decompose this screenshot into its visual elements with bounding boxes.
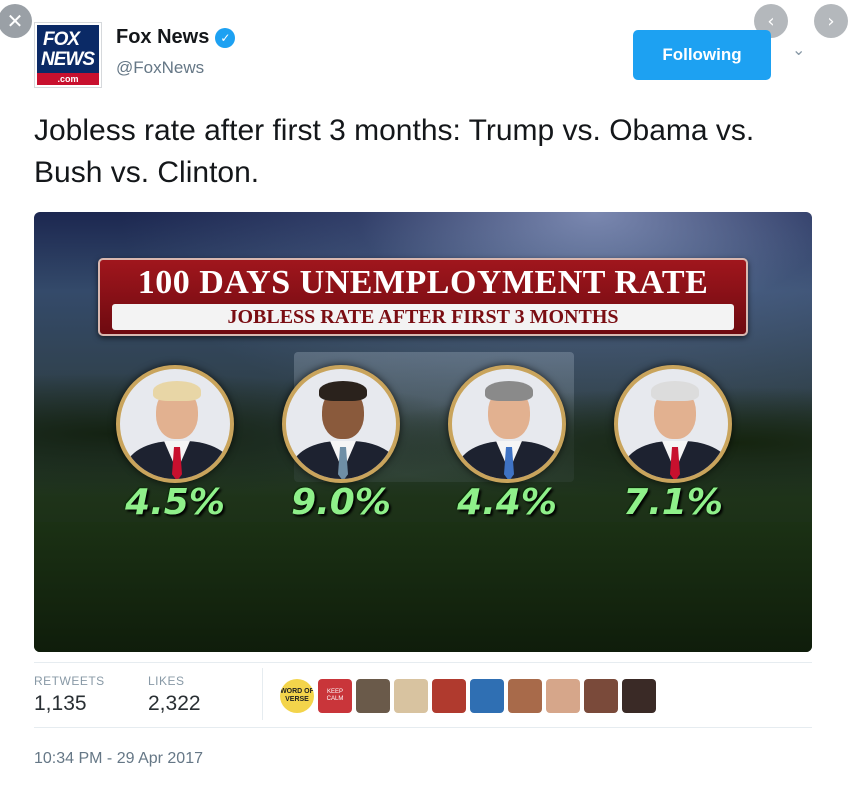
liker-avatar[interactable] [356, 679, 390, 713]
tweet-timestamp[interactable]: 10:34 PM - 29 Apr 2017 [34, 750, 203, 767]
name-row: Fox News ✓ [116, 26, 236, 49]
portrait-tie [504, 447, 514, 479]
avatar[interactable]: FOX NEWS .com [34, 22, 102, 88]
tweet-text: Jobless rate after first 3 months: Trump… [34, 114, 755, 189]
portrait-tie [338, 447, 348, 479]
divider [34, 662, 812, 663]
next-icon[interactable]: › [814, 4, 848, 38]
liker-avatar[interactable] [546, 679, 580, 713]
portrait-hair [153, 381, 201, 401]
liker-avatar[interactable] [584, 679, 618, 713]
liker-avatar[interactable] [432, 679, 466, 713]
portrait-hair [651, 381, 699, 401]
portrait-4 [614, 365, 732, 483]
portrait-hair [319, 381, 367, 401]
verified-icon: ✓ [215, 27, 236, 48]
lawn-backdrop [34, 522, 812, 652]
likes-label[interactable]: LIKES [148, 674, 185, 688]
graphic-banner: 100 DAYS UNEMPLOYMENT RATE JOBLESS RATE … [98, 258, 748, 336]
rate-value-2: 9.0% [291, 482, 391, 523]
portrait-3 [448, 365, 566, 483]
logo-line-3: .com [37, 73, 99, 85]
portrait-tie [670, 447, 680, 479]
portrait-hair [485, 381, 533, 401]
rate-value-1: 4.5% [125, 482, 225, 523]
logo-line-2: NEWS [41, 49, 95, 70]
graphic-title: 100 DAYS UNEMPLOYMENT RATE [137, 264, 709, 301]
tweet-media[interactable]: 100 DAYS UNEMPLOYMENT RATE JOBLESS RATE … [34, 212, 812, 652]
fox-news-logo: FOX NEWS .com [37, 25, 99, 85]
liker-avatar[interactable] [622, 679, 656, 713]
liker-avatar[interactable] [470, 679, 504, 713]
liker-avatar[interactable]: KEEP CALM [318, 679, 352, 713]
portrait-tie [172, 447, 182, 479]
handle[interactable]: @FoxNews [116, 58, 205, 77]
liker-avatar[interactable]: WORD OF VERSE [280, 679, 314, 713]
liker-avatars: WORD OF VERSE KEEP CALM [280, 679, 660, 713]
close-icon[interactable]: ✕ [0, 4, 32, 38]
divider [262, 668, 263, 720]
rate-value-4: 7.1% [623, 482, 723, 523]
graphic-subtitle: JOBLESS RATE AFTER FIRST 3 MONTHS [112, 304, 734, 330]
retweets-label[interactable]: RETWEETS [34, 674, 105, 688]
divider [34, 727, 812, 728]
liker-avatar[interactable] [394, 679, 428, 713]
likes-count[interactable]: 2,322 [148, 692, 201, 715]
portrait-1 [116, 365, 234, 483]
chevron-down-icon[interactable]: ⌄ [792, 40, 806, 59]
liker-avatar[interactable] [508, 679, 542, 713]
following-button[interactable]: Following [633, 30, 771, 80]
retweets-count[interactable]: 1,135 [34, 692, 87, 715]
portrait-2 [282, 365, 400, 483]
rate-value-3: 4.4% [457, 482, 557, 523]
logo-line-1: FOX [43, 29, 80, 50]
display-name[interactable]: Fox News [116, 26, 210, 48]
